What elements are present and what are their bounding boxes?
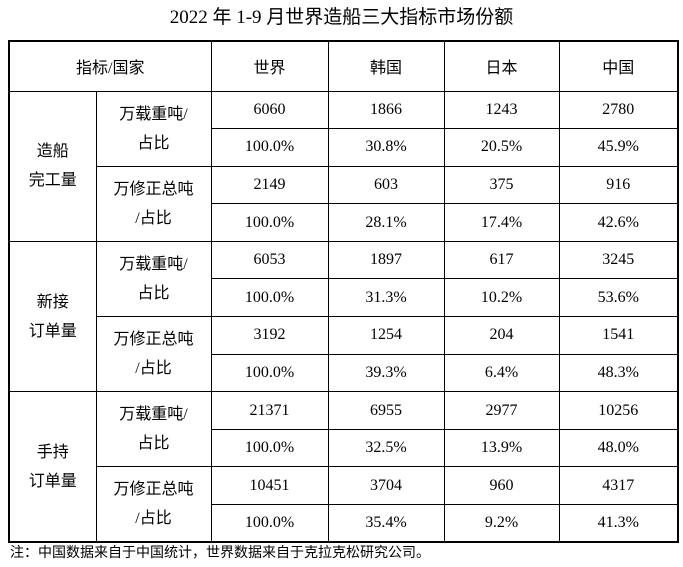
table-cell-value: 2149 [210,165,329,205]
table-cell-value: 1254 [327,316,445,355]
table-cell-share: 10.2% [443,278,560,318]
sub-indicator-label: 万载重吨/ 占比 [95,391,212,468]
table-cell-share: 100.0% [210,428,329,468]
table-row: 100.0% 35.4% 9.2% 41.3% [9,504,679,543]
table-cell-value: 1897 [327,240,445,280]
table-cell-share: 31.3% [327,278,445,318]
table-cell-value: 3192 [210,316,329,355]
sub-indicator-label: 万修正总吨 /占比 [95,316,212,393]
row-group-label-orderbook: 手持 订单量 [8,391,97,543]
row-group-label-completions: 造船 完工量 [8,90,97,242]
table-row: 万修正总吨 /占比 2149 603 375 916 [9,165,679,242]
table-row: 造船 完工量 万载重吨/ 占比 6060 1866 1243 2780 [8,90,679,242]
table-cell-value: 6060 [210,90,329,130]
table-cell-share: 17.4% [443,203,560,242]
row-group-label-new-orders: 新接 订单量 [8,240,97,393]
table-cell-share: 32.5% [327,428,445,468]
table-row: 手持 订单量 万载重吨/ 占比 21371 6955 2977 10256 [8,391,679,543]
column-header-japan: 日本 [443,40,560,92]
page-title: 2022 年 1-9 月世界造船三大指标市场份额 [169,7,514,28]
column-header-world: 世界 [210,40,329,92]
table-cell-share: 45.9% [558,128,679,167]
header-indicator-country: 指标/国家 [8,40,212,92]
table-cell-share: 20.5% [443,128,560,167]
table-cell-value: 603 [327,165,445,205]
table-cell-share: 41.3% [558,504,679,543]
table-cell-value: 3245 [558,240,679,280]
table-cell-share: 6.4% [443,353,560,393]
market-share-table: 指标/国家 世界 韩国 日本 中国 造船 完工量 万载重吨/ 占比 6060 1… [8,40,680,544]
table-row: 万修正总吨 /占比 10451 3704 960 4317 [9,466,679,543]
table-cell-share: 30.8% [327,128,445,167]
table-cell-share: 28.1% [327,203,445,242]
table-cell-value: 21371 [210,391,329,430]
table-row: 100.0% 28.1% 17.4% 42.6% [9,203,679,242]
table-cell-value: 375 [443,165,560,205]
table-cell-value: 204 [443,316,560,355]
table-cell-share: 9.2% [443,504,560,543]
table-cell-value: 1541 [558,316,679,355]
table-cell-value: 4317 [558,466,679,506]
table-row: 100.0% 32.5% 13.9% 48.0% [9,428,679,468]
sub-indicator-label: 万修正总吨 /占比 [95,165,212,242]
table-cell-share: 53.6% [558,278,679,318]
table-cell-value: 10256 [558,391,679,430]
sub-indicator-label: 万修正总吨 /占比 [95,466,212,543]
table-cell-share: 42.6% [558,203,679,242]
table-row: 100.0% 31.3% 10.2% 53.6% [9,278,679,318]
table-cell-value: 1866 [327,90,445,130]
table-cell-value: 6053 [210,240,329,280]
sub-indicator-label: 万载重吨/ 占比 [95,90,212,167]
table-row: 100.0% 39.3% 6.4% 48.3% [9,353,679,393]
source-footnote: 注：中国数据来自于中国统计，世界数据来自于克拉克松研究公司。 [10,544,430,560]
table-cell-share: 100.0% [210,278,329,318]
table-cell-value: 6955 [327,391,445,430]
table-cell-share: 35.4% [327,504,445,543]
table-cell-share: 13.9% [443,428,560,468]
table-row: 万修正总吨 /占比 3192 1254 204 1541 [9,316,679,393]
table-cell-share: 48.0% [558,428,679,468]
column-header-china: 中国 [558,40,679,92]
table-cell-value: 2977 [443,391,560,430]
table-cell-share: 100.0% [210,128,329,167]
table-cell-value: 1243 [443,90,560,130]
table-cell-value: 960 [443,466,560,506]
table-cell-value: 10451 [210,466,329,506]
table-cell-share: 100.0% [210,504,329,543]
column-header-korea: 韩国 [327,40,445,92]
table-cell-value: 916 [558,165,679,205]
table-cell-value: 617 [443,240,560,280]
table-cell-value: 2780 [558,90,679,130]
table-cell-value: 3704 [327,466,445,506]
table-cell-share: 48.3% [558,353,679,393]
table-cell-share: 100.0% [210,203,329,242]
table-row: 新接 订单量 万载重吨/ 占比 6053 1897 617 3245 [8,240,679,393]
sub-indicator-label: 万载重吨/ 占比 [95,240,212,318]
table-row: 100.0% 30.8% 20.5% 45.9% [9,128,679,167]
table-cell-share: 39.3% [327,353,445,393]
table-cell-share: 100.0% [210,353,329,393]
header-row: 指标/国家 世界 韩国 日本 中国 [8,40,679,92]
